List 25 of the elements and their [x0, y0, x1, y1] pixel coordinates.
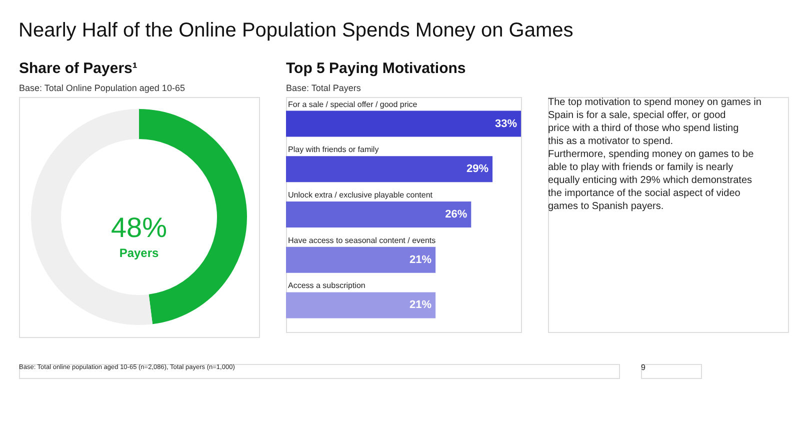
data-label: 33% [494, 118, 518, 130]
y-tick-label: Play with friends or family [288, 145, 379, 154]
chart-title: Top 5 Paying Motivations [286, 60, 466, 77]
bar [286, 202, 472, 228]
y-tick-label: Have access to seasonal content / events [288, 236, 436, 245]
data-label: 21% [410, 299, 432, 312]
chart-subtitle: Base: Total Payers [286, 83, 362, 93]
chart-title: Share of Payers¹ [19, 60, 138, 77]
data-label: 26% [445, 208, 468, 220]
bar [286, 110, 521, 137]
y-tick-label: For a sale / special offer / good price [288, 100, 418, 109]
slice-label: Payers [119, 246, 160, 260]
data-label: 48% [110, 212, 168, 243]
chart-subtitle: Base: Total Online Population aged 10-65 [19, 83, 185, 93]
bar [286, 156, 493, 182]
text: 9 [641, 363, 646, 372]
data-label: 21% [410, 254, 432, 266]
bar [286, 246, 436, 273]
y-tick-label: Unlock extra / exclusive playable content [288, 190, 434, 200]
y-tick-label: Access a subscription [288, 281, 366, 290]
data-label: 29% [466, 163, 489, 176]
bar [286, 292, 436, 318]
text: The top motivation to spend money on games in Spain is for a sale, special offer, or good price with a third of those who spend listing this as a motivator to spend. [548, 97, 762, 147]
text: Furthermore, spending money on games to be able to play with friends or family is nearly equally enticing with 29% which demonstrates the importance of the social aspect of video games to Spanish payers. [548, 149, 754, 212]
text: Nearly Half of the Online Population Spends Money on Games [18, 20, 574, 42]
